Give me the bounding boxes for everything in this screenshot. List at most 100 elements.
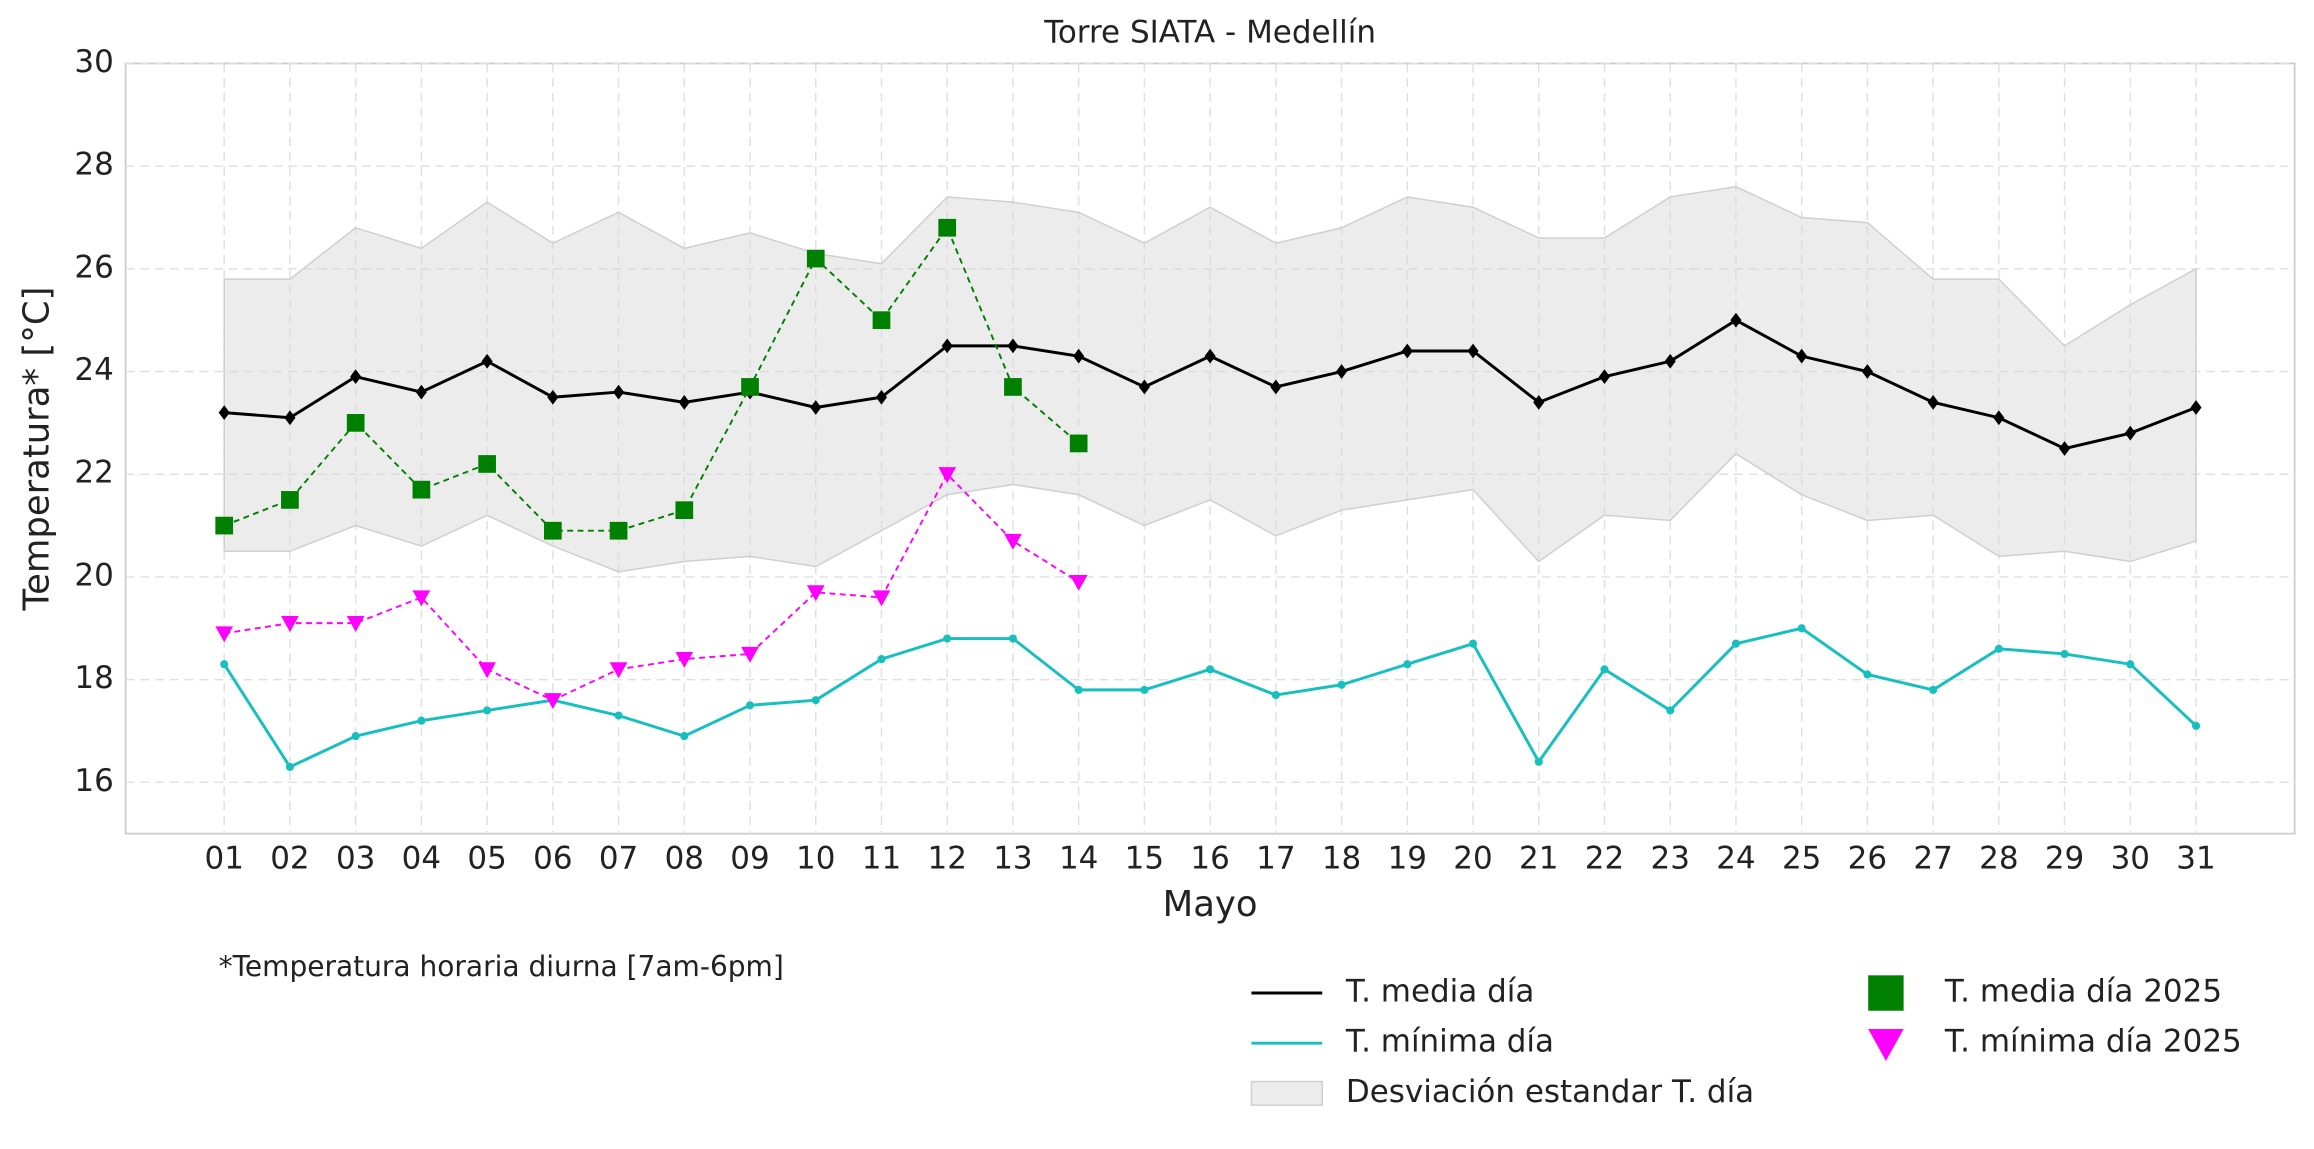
data-point — [346, 414, 365, 432]
data-point — [1730, 312, 1742, 328]
x-tick-label: 20 — [1453, 841, 1492, 877]
x-tick-label: 25 — [1782, 841, 1821, 877]
x-tick-label: 09 — [730, 841, 769, 877]
data-point — [1929, 685, 1938, 694]
data-point — [1069, 434, 1088, 453]
data-point — [281, 491, 299, 509]
data-point — [478, 662, 496, 679]
x-tick-label: 22 — [1585, 841, 1624, 877]
x-tick-label: 10 — [796, 841, 835, 877]
legend-marker — [1868, 1029, 1904, 1061]
data-point — [1074, 685, 1083, 694]
y-tick-label: 30 — [74, 44, 113, 80]
footnote: *Temperatura horaria diurna [7am-6pm] — [219, 950, 784, 983]
data-point — [806, 249, 825, 268]
data-point — [806, 585, 825, 602]
data-point — [543, 521, 562, 540]
y-tick-label: 26 — [74, 249, 113, 285]
legend-label: T. media día 2025 — [1944, 974, 2222, 1010]
legend-label: T. media día — [1345, 974, 1534, 1010]
x-tick-label: 07 — [599, 841, 638, 877]
data-point — [1008, 634, 1017, 643]
chart-title: Torre SIATA - Medellín — [1043, 14, 1376, 50]
data-point — [810, 400, 822, 415]
data-point — [877, 655, 886, 664]
data-point — [1797, 624, 1806, 633]
data-point — [1138, 379, 1150, 395]
x-tick-label: 23 — [1651, 841, 1690, 877]
data-point — [938, 467, 957, 484]
x-axis-label: Mayo — [1163, 884, 1258, 925]
data-point — [741, 378, 759, 396]
x-tick-label: 28 — [1979, 841, 2018, 877]
data-point — [614, 711, 623, 720]
data-point — [872, 590, 891, 607]
y-axis-label: Temperatura* [°C] — [17, 287, 58, 612]
x-tick-label: 31 — [2176, 841, 2215, 877]
data-point — [2059, 441, 2071, 456]
x-tick-label: 04 — [402, 841, 441, 877]
data-point — [346, 616, 365, 632]
y-tick-label: 20 — [74, 557, 113, 593]
data-point — [675, 652, 694, 668]
x-tick-label: 26 — [1848, 841, 1887, 877]
data-point — [675, 501, 694, 520]
x-tick-label: 30 — [2111, 841, 2150, 877]
x-tick-label: 03 — [336, 841, 375, 877]
data-point — [2124, 425, 2136, 441]
data-point — [547, 389, 559, 405]
data-point — [1534, 757, 1543, 766]
x-tick-label: 27 — [1913, 841, 1952, 877]
data-point — [1600, 665, 1609, 674]
x-tick-label: 16 — [1190, 841, 1229, 877]
data-point — [1731, 639, 1740, 648]
x-tick-label: 01 — [204, 841, 243, 877]
data-point — [1004, 533, 1022, 550]
data-point — [2126, 660, 2135, 669]
data-point — [220, 660, 229, 669]
x-tick-label: 12 — [927, 841, 966, 877]
data-point — [483, 706, 492, 715]
x-tick-label: 29 — [2045, 841, 2084, 877]
data-point — [412, 480, 431, 499]
legend-marker — [1868, 975, 1904, 1011]
data-point — [412, 590, 431, 607]
data-point — [215, 626, 234, 643]
data-point — [609, 662, 628, 679]
series-line — [223, 225, 1080, 532]
data-point — [1863, 670, 1872, 679]
data-point — [1206, 665, 1215, 674]
x-tick-label: 06 — [533, 841, 572, 877]
data-point — [1140, 685, 1149, 694]
data-point — [2060, 649, 2069, 659]
y-tick-label: 24 — [74, 352, 113, 388]
x-tick-label: 19 — [1388, 841, 1427, 877]
x-tick-label: 17 — [1256, 841, 1295, 877]
series-line — [224, 472, 1080, 702]
data-point — [872, 311, 891, 330]
y-tick-label: 18 — [74, 660, 113, 696]
y-tick-label: 22 — [74, 455, 113, 491]
data-point — [481, 353, 493, 369]
x-tick-label: 24 — [1716, 841, 1755, 877]
data-point — [1069, 574, 1088, 591]
x-tick-label: 14 — [1059, 841, 1098, 877]
data-point — [1336, 364, 1348, 379]
data-point — [417, 716, 426, 725]
x-tick-label: 08 — [665, 841, 704, 877]
data-point — [1403, 660, 1412, 669]
x-tick-label: 21 — [1519, 841, 1558, 877]
data-point — [415, 384, 427, 400]
y-tick-label: 16 — [74, 763, 113, 799]
data-point — [2191, 721, 2201, 730]
data-point — [1533, 394, 1545, 410]
data-point — [1271, 690, 1280, 700]
data-point — [1598, 369, 1611, 385]
data-point — [875, 389, 888, 405]
data-point — [1664, 353, 1676, 369]
legend-label: T. mínima día — [1345, 1024, 1554, 1060]
data-point — [2190, 400, 2202, 415]
data-point — [1994, 644, 2003, 653]
data-point — [1468, 639, 1478, 648]
